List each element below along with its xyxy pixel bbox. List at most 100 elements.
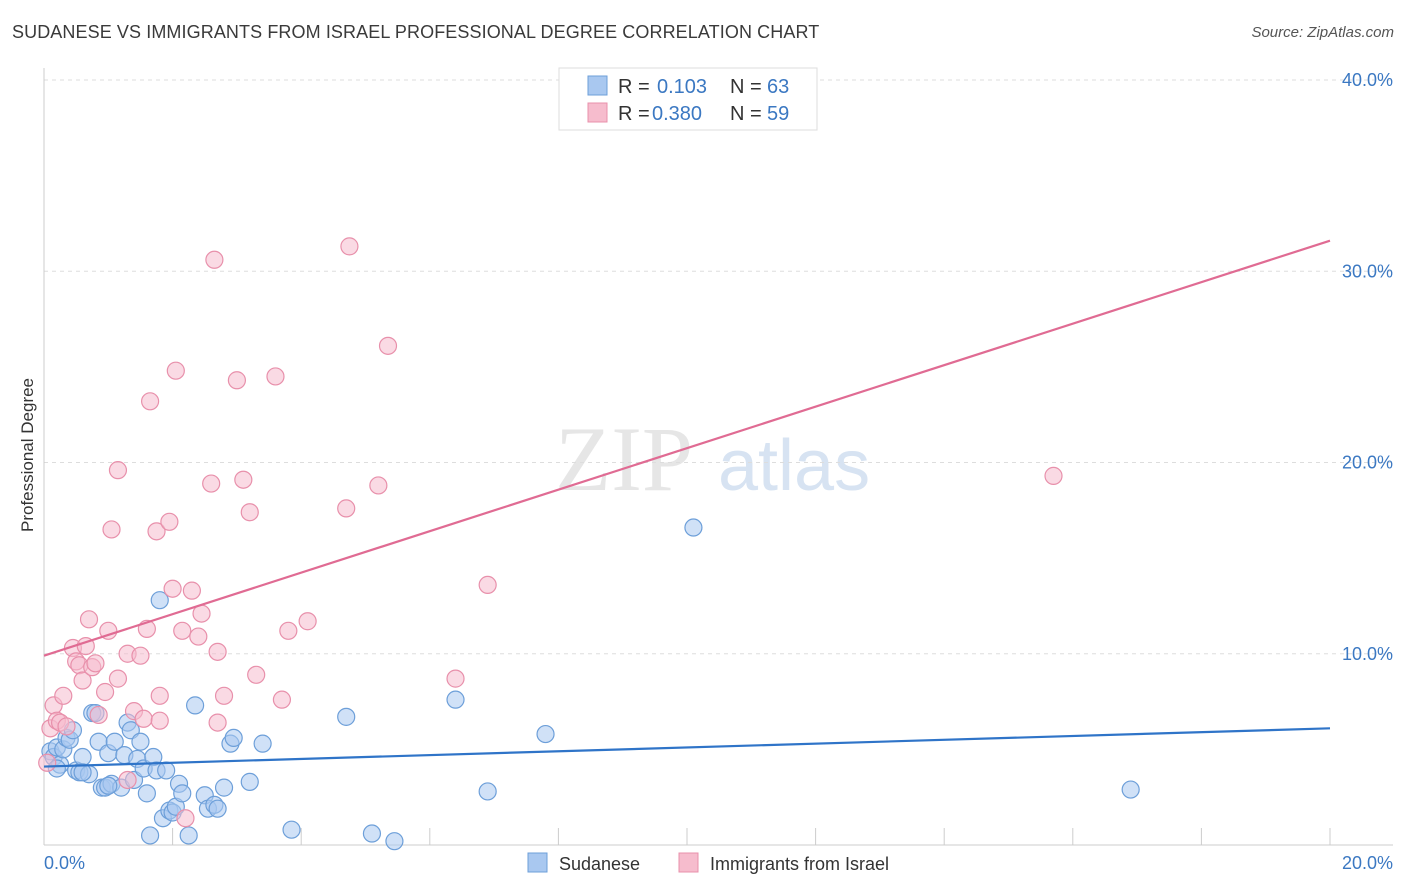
point-israel [102, 520, 121, 539]
point-israel [227, 371, 246, 390]
point-israel [369, 476, 388, 495]
trend-line-israel [43, 239, 1331, 657]
point-israel [150, 686, 169, 705]
legend-r-value-2: 0.380 [652, 103, 702, 125]
point-israel [147, 522, 166, 541]
point-sudanese [73, 763, 92, 782]
y-axis-label: Professional Degree [18, 378, 37, 532]
point-israel [337, 499, 356, 518]
point-israel [131, 646, 150, 665]
point-israel [205, 250, 224, 269]
point-israel [160, 512, 179, 531]
point-sudanese [137, 784, 156, 803]
point-sudanese [478, 782, 497, 801]
legend-r-label-1: R = [618, 76, 650, 98]
y-tick-labels: 10.0% 20.0% 30.0% 40.0% [1342, 70, 1393, 664]
legend-n-value-1: 63 [767, 76, 789, 98]
point-sudanese [362, 824, 382, 843]
bottom-legend-swatch-israel [678, 852, 699, 873]
point-israel [240, 503, 259, 522]
legend-r-label-2: R = [618, 103, 650, 125]
point-israel [247, 665, 266, 684]
point-sudanese [1121, 780, 1140, 799]
point-israel [95, 682, 115, 702]
y-tick-label: 10.0% [1342, 644, 1393, 664]
point-israel [89, 705, 108, 725]
source-label: Source: ZipAtlas.com [1251, 24, 1394, 41]
axes [43, 68, 1393, 846]
point-sudanese [253, 734, 272, 753]
point-israel [150, 711, 169, 730]
point-israel [340, 237, 359, 256]
point-israel [38, 753, 57, 772]
legend-swatch-sudanese [587, 75, 608, 96]
point-sudanese [208, 799, 227, 818]
legend-n-label-1: N = [730, 76, 762, 98]
watermark-zip: ZIP [555, 408, 693, 510]
point-israel [208, 713, 227, 732]
legend-swatch-israel [587, 102, 608, 123]
point-sudanese [536, 724, 555, 744]
point-israel [182, 581, 201, 600]
grid [43, 79, 1393, 845]
y-tick-label: 30.0% [1342, 261, 1393, 281]
point-sudanese [385, 832, 404, 851]
point-israel [108, 461, 128, 480]
bottom-legend-label-israel: Immigrants from Israel [710, 854, 889, 874]
point-sudanese [224, 728, 243, 748]
legend-r-value-1: 0.103 [657, 76, 707, 98]
point-sudanese [150, 591, 169, 610]
scatter-points [38, 237, 1140, 851]
point-israel [189, 627, 208, 646]
point-israel [266, 367, 285, 386]
point-sudanese [131, 732, 150, 751]
legend-n-label-2: N = [730, 103, 762, 125]
point-sudanese [214, 778, 234, 797]
point-israel [73, 671, 92, 690]
point-israel [208, 642, 227, 661]
point-sudanese [157, 761, 176, 780]
y-tick-label: 40.0% [1342, 70, 1393, 90]
point-israel [79, 610, 99, 629]
point-israel [279, 621, 298, 640]
point-israel [446, 669, 465, 688]
trend-lines [43, 239, 1331, 768]
legend-n-value-2: 59 [767, 103, 789, 125]
point-israel [176, 809, 195, 828]
point-israel [163, 579, 182, 598]
point-israel [108, 669, 128, 688]
point-sudanese [173, 784, 192, 803]
point-sudanese [73, 747, 92, 767]
point-israel [234, 470, 253, 489]
point-sudanese [282, 820, 301, 839]
point-sudanese [179, 826, 198, 845]
point-sudanese [684, 518, 703, 537]
point-israel [378, 336, 398, 355]
bottom-legend-label-sudanese: Sudanese [559, 854, 640, 874]
point-israel [298, 612, 317, 631]
point-israel [118, 770, 137, 790]
point-israel [173, 621, 192, 640]
top-legend: R = 0.103 N = 63 R = 0.380 N = 59 [558, 67, 818, 131]
point-sudanese [240, 772, 259, 791]
point-israel [272, 690, 292, 709]
point-sudanese [446, 690, 465, 709]
point-israel [140, 392, 160, 411]
point-israel [86, 654, 105, 673]
y-tick-label: 20.0% [1342, 453, 1393, 473]
point-sudanese [99, 776, 118, 795]
point-israel [478, 575, 497, 595]
trend-line-sudanese [43, 727, 1331, 768]
x-tick-labels: 0.0% 20.0% [44, 853, 1393, 873]
point-israel [1044, 466, 1063, 485]
point-israel [166, 361, 185, 380]
point-israel [99, 621, 118, 640]
point-sudanese [105, 732, 124, 751]
bottom-legend: Sudanese Immigrants from Israel [527, 852, 889, 874]
point-sudanese [140, 826, 160, 845]
watermark-atlas: atlas [718, 426, 870, 506]
point-sudanese [337, 707, 356, 726]
chart-title: SUDANESE VS IMMIGRANTS FROM ISRAEL PROFE… [12, 22, 820, 42]
point-israel [134, 709, 153, 728]
point-israel [57, 717, 76, 736]
